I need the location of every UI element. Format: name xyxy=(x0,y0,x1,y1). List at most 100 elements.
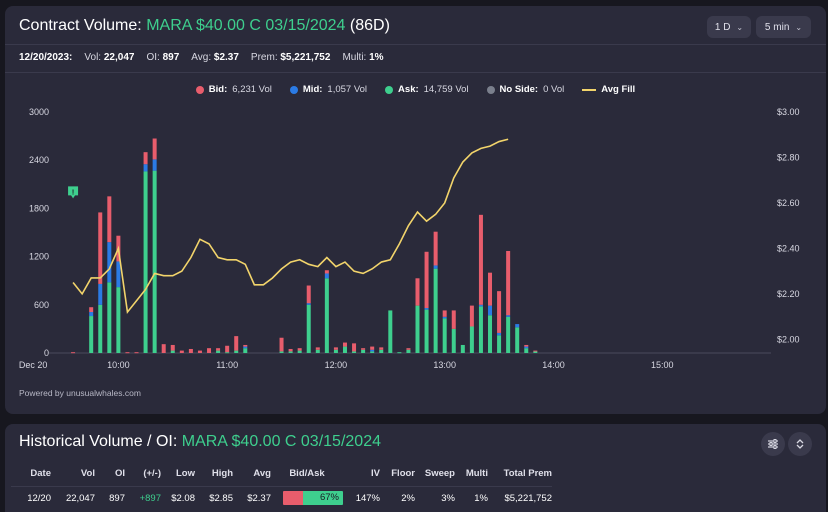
volume-bar-bid xyxy=(98,212,103,284)
volume-bar-bid xyxy=(234,336,239,351)
volume-bar-ask xyxy=(469,326,474,353)
column-header[interactable]: Avg xyxy=(253,468,271,480)
column-header[interactable]: Floor xyxy=(391,468,415,480)
volume-bar-mid xyxy=(506,315,511,317)
column-header[interactable]: IV xyxy=(371,468,380,480)
volume-bar-bid xyxy=(315,347,320,350)
volume-bar-mid xyxy=(116,261,121,288)
table-header-row: Date Vol OI (+/-) Low High Avg Bid/Ask IV Floor Sw… xyxy=(11,462,552,486)
volume-bar-bid xyxy=(107,196,112,243)
volume-bar-mid xyxy=(306,303,311,305)
volume-bar-mid xyxy=(143,164,148,172)
volume-bar-mid xyxy=(488,305,493,316)
volume-bar-bid xyxy=(442,310,447,317)
volume-bar-bid xyxy=(89,307,94,313)
volume-bar-ask xyxy=(315,349,320,353)
volume-bar-ask xyxy=(361,349,366,353)
column-header[interactable]: Bid/Ask xyxy=(289,468,325,480)
column-header[interactable]: Total Prem xyxy=(503,468,552,480)
range-select[interactable]: 1 D ⌄ xyxy=(707,16,751,38)
legend-mid[interactable]: Mid: 1,057 Vol xyxy=(289,84,367,95)
bid-ask-percent: 67% xyxy=(319,492,339,504)
y-left-tick-label: 600 xyxy=(34,300,49,310)
bid-ask-ask-fill xyxy=(302,491,343,506)
chevron-up-down-icon xyxy=(796,439,804,449)
volume-bar-bid xyxy=(506,250,511,316)
cell-oi: 897 xyxy=(109,492,125,504)
volume-bar-ask xyxy=(143,171,148,353)
volume-bar-bid xyxy=(179,350,184,353)
column-header[interactable]: Date xyxy=(30,468,51,480)
chart-legend: Bid: 6,231 Vol Mid: 1,057 Vol Ask: 14,759 V… xyxy=(5,84,826,95)
volume-bar-mid xyxy=(107,242,112,283)
volume-bar-ask xyxy=(243,348,248,353)
volume-bar-bid xyxy=(243,344,248,347)
volume-bar-bid xyxy=(288,348,293,352)
chevron-down-icon: ⌄ xyxy=(795,22,803,32)
volume-bar-ask xyxy=(89,316,94,353)
historical-table: Date Vol OI (+/-) Low High Avg Bid/Ask IV Floor Sw… xyxy=(11,462,552,510)
y-left-tick-label: 0 xyxy=(44,348,49,358)
volume-bar-ask xyxy=(116,287,121,353)
volume-bar-bid xyxy=(469,305,474,327)
volume-bar-ask xyxy=(324,278,329,353)
column-header[interactable]: OI xyxy=(114,468,125,480)
stats-prem: Prem: $5,221,752 xyxy=(250,52,331,63)
volume-bar-ask xyxy=(370,351,375,353)
column-header[interactable]: (+/-) xyxy=(143,468,161,480)
volume-bar-ask xyxy=(488,315,493,353)
legend-avg-fill[interactable]: Avg Fill xyxy=(582,84,635,95)
cell-sweep: 3% xyxy=(441,492,455,504)
y-left-tick-label: 1200 xyxy=(29,252,49,262)
volume-bar-bid xyxy=(342,342,347,347)
volume-bar-mid xyxy=(89,312,94,317)
table-row[interactable]: 12/20 22,047 897 +897 $2.08 $2.85 $2.37 … xyxy=(11,486,552,510)
volume-bar-ask xyxy=(451,328,456,353)
mid-dot-icon xyxy=(289,85,298,94)
volume-bar-ask xyxy=(515,327,520,353)
volume-bar-ask xyxy=(506,316,511,353)
bid-ask-bid-fill xyxy=(283,491,303,506)
volume-bar-bid xyxy=(143,152,148,165)
column-header[interactable]: Vol xyxy=(80,468,95,480)
volume-bar-bid xyxy=(424,251,429,309)
volume-bar-ask xyxy=(288,351,293,353)
powered-by: Powered by unusualwhales.com xyxy=(19,388,141,398)
volume-bar-ask xyxy=(388,310,393,353)
volume-bar-mid xyxy=(478,304,483,307)
volume-bar-bid xyxy=(188,348,193,353)
cell-high: $2.85 xyxy=(209,492,233,504)
legend-ask[interactable]: Ask: 14,759 Vol xyxy=(385,84,469,95)
volume-bar-ask xyxy=(170,350,175,353)
volume-bar-bid xyxy=(379,347,384,350)
legend-bid[interactable]: Bid: 6,231 Vol xyxy=(195,84,272,95)
panel-title: Contract Volume: MARA $40.00 C 03/15/202… xyxy=(19,17,390,35)
expand-collapse-button[interactable] xyxy=(788,432,812,456)
volume-bar-ask xyxy=(460,344,465,353)
volume-bar-ask xyxy=(352,351,357,353)
volume-bar-ask xyxy=(497,335,502,353)
volume-bar-ask xyxy=(107,282,112,353)
interval-select[interactable]: 5 min ⌄ xyxy=(756,16,811,38)
volume-bar-ask xyxy=(442,318,447,353)
column-header[interactable]: Sweep xyxy=(424,468,455,480)
cell-iv: 147% xyxy=(355,492,380,504)
days-to-expiry: (86D) xyxy=(349,17,390,34)
column-header[interactable]: High xyxy=(211,468,233,480)
ask-dot-icon xyxy=(385,85,394,94)
volume-bar-ask xyxy=(306,304,311,353)
volume-bar-mid xyxy=(370,349,375,352)
volume-bar-mid xyxy=(442,316,447,319)
volume-bar-mid xyxy=(524,346,529,349)
volume-bar-bid xyxy=(406,348,411,350)
column-header[interactable]: Low xyxy=(176,468,195,480)
cell-change: +897 xyxy=(139,492,161,504)
volume-bar-bid xyxy=(361,348,366,350)
legend-no-side[interactable]: No Side: 0 Vol xyxy=(486,84,564,95)
volume-bar-bid xyxy=(297,348,302,351)
volume-bar-mid xyxy=(424,308,429,310)
cell-total-prem: $5,221,752 xyxy=(504,492,552,504)
volume-bar-bid xyxy=(333,347,338,350)
column-header[interactable]: Multi xyxy=(465,468,488,480)
filter-settings-button[interactable] xyxy=(761,432,785,456)
